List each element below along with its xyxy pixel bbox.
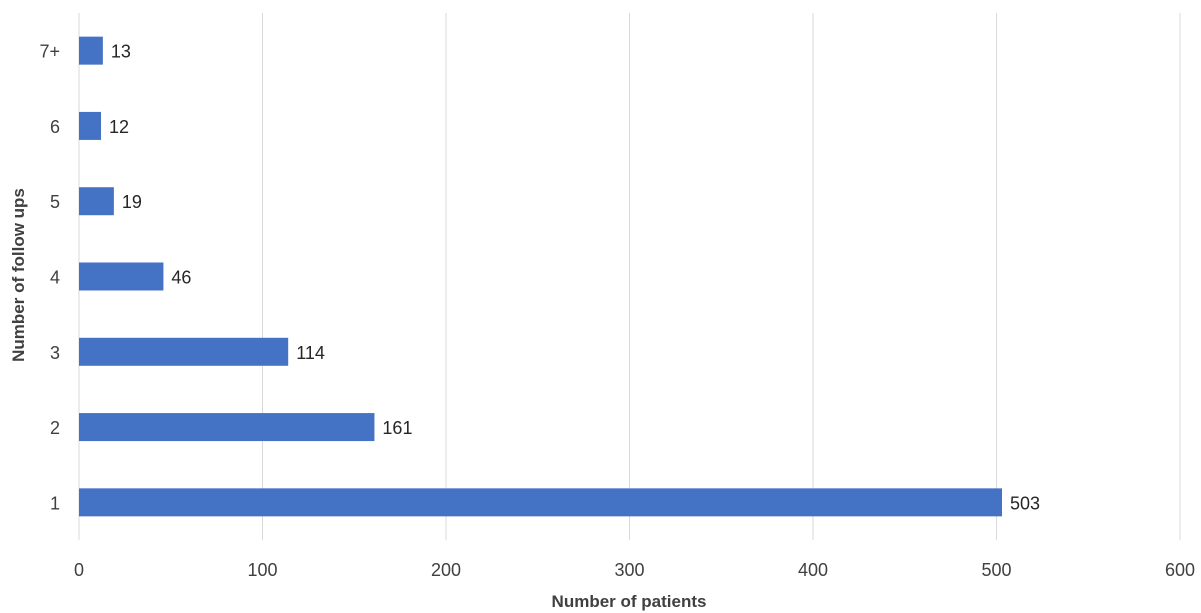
data-label: 161 — [382, 418, 412, 438]
x-axis-ticks: 0 100 200 300 400 500 600 — [74, 560, 1195, 580]
bar — [79, 36, 103, 65]
x-tick-label: 100 — [247, 560, 277, 580]
data-label: 12 — [109, 117, 129, 137]
data-label: 114 — [296, 343, 325, 363]
bars — [79, 36, 1003, 517]
data-label: 46 — [171, 268, 191, 288]
x-tick-label: 300 — [614, 560, 644, 580]
bar — [79, 413, 375, 442]
y-tick-label: 3 — [50, 343, 60, 363]
bar — [79, 111, 102, 140]
x-tick-label: 600 — [1165, 560, 1195, 580]
bar — [79, 262, 164, 291]
y-axis-ticks: 1 2 3 4 5 6 7+ — [39, 42, 60, 514]
y-tick-label: 4 — [50, 268, 60, 288]
y-tick-label: 6 — [50, 117, 60, 137]
x-tick-label: 400 — [798, 560, 828, 580]
y-axis-title: Number of follow ups — [9, 188, 28, 362]
x-tick-label: 500 — [981, 560, 1011, 580]
data-labels: 503 161 114 46 19 12 13 — [109, 42, 1040, 514]
y-tick-label: 7+ — [39, 42, 60, 62]
y-tick-label: 1 — [50, 493, 60, 513]
data-label: 19 — [122, 192, 142, 212]
bar — [79, 488, 1003, 517]
x-tick-label: 200 — [431, 560, 461, 580]
x-axis-title: Number of patients — [552, 592, 707, 611]
data-label: 13 — [111, 42, 131, 62]
data-label: 503 — [1010, 493, 1040, 513]
bar — [79, 187, 114, 216]
gridlines — [78, 13, 1181, 540]
x-tick-label: 0 — [74, 560, 84, 580]
y-tick-label: 5 — [50, 192, 60, 212]
bar — [79, 337, 289, 366]
y-tick-label: 2 — [50, 418, 60, 438]
